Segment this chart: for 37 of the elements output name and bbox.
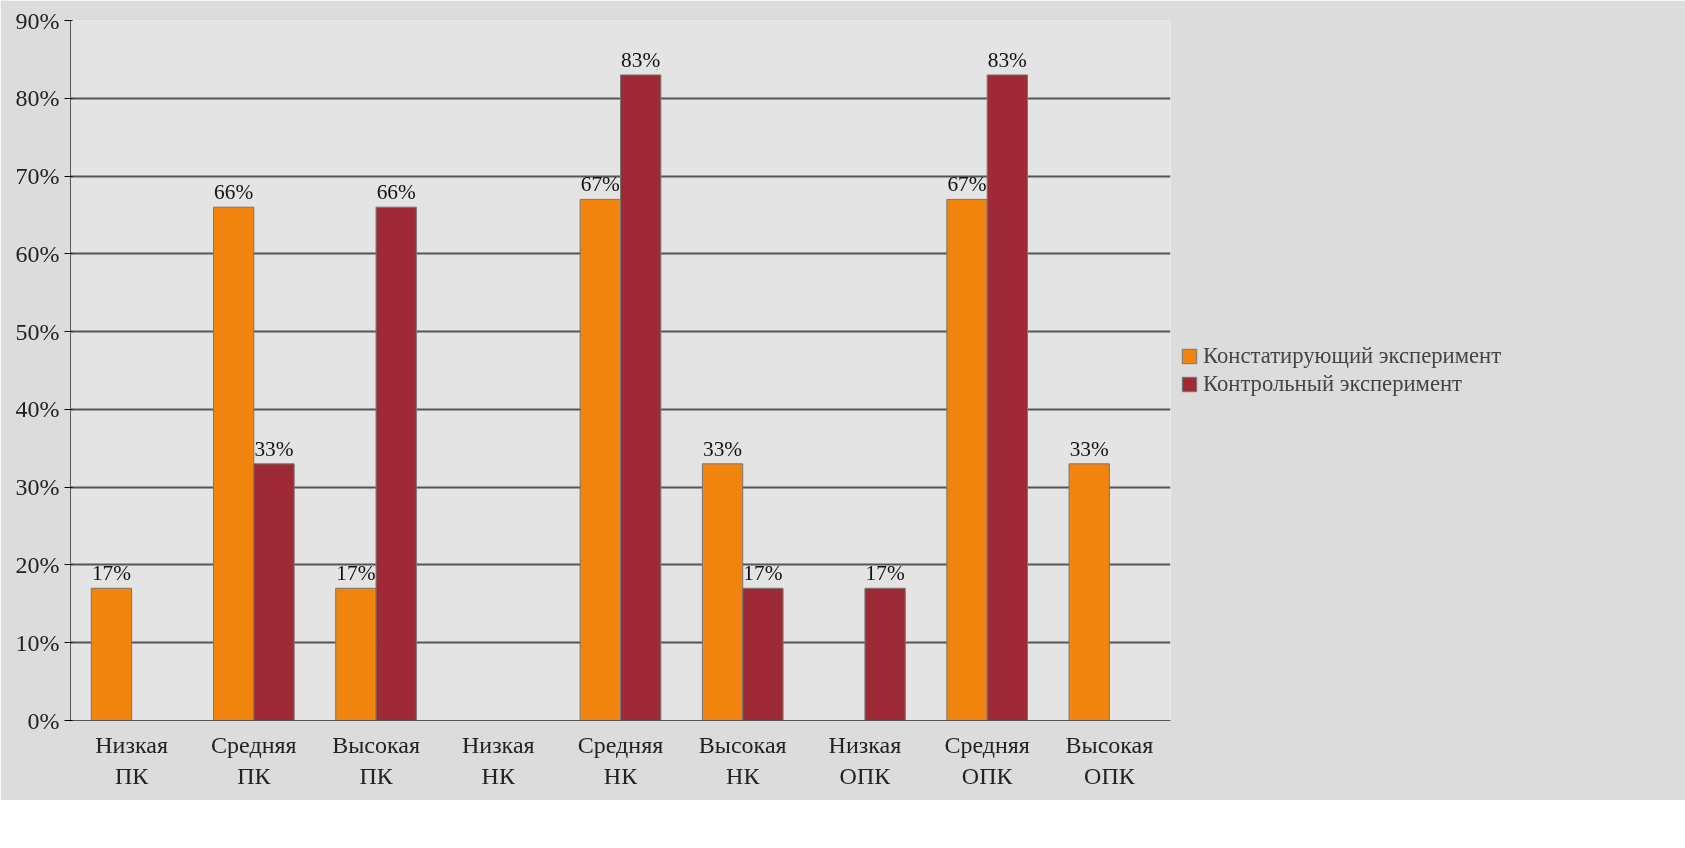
data-label: 33% — [254, 436, 294, 461]
y-tick-label: 60% — [15, 240, 60, 267]
bar — [1068, 463, 1110, 721]
y-tick-label: 50% — [15, 318, 60, 345]
x-tick-label: Низкая НК — [461, 731, 535, 789]
bar — [864, 587, 906, 721]
legend-label: Контрольный эксперимент — [1203, 371, 1463, 397]
data-label: 83% — [621, 47, 661, 72]
x-tick-label: Средняя ОПК — [944, 731, 1030, 789]
y-tick-label: 80% — [15, 85, 60, 112]
x-tick-label: Высокая НК — [698, 731, 787, 789]
data-label: 66% — [214, 180, 254, 205]
y-tick-label: 70% — [15, 163, 60, 190]
x-tick-label: Высокая ПК — [332, 731, 420, 789]
y-tick-label: 10% — [15, 629, 60, 656]
data-label: 33% — [1069, 436, 1109, 461]
data-label: 67% — [580, 172, 621, 197]
x-tick-label: Средняя НК — [577, 731, 664, 789]
x-tick-label: Высокая ОПК — [1065, 731, 1154, 789]
data-label: 17% — [865, 561, 905, 586]
data-label: 17% — [743, 561, 783, 586]
data-label: 83% — [987, 47, 1028, 72]
data-label: 33% — [703, 436, 743, 461]
data-label: 17% — [336, 561, 376, 586]
x-tick-label: Средняя ПК — [211, 731, 297, 789]
bar — [90, 587, 133, 721]
y-tick-label: 40% — [15, 396, 60, 423]
data-label: 67% — [947, 172, 987, 197]
legend-label: Констатирующий эксперимент — [1203, 343, 1502, 369]
y-tick-label: 20% — [15, 551, 60, 578]
x-tick-label: Низкая ПК — [95, 731, 168, 789]
y-tick-label: 30% — [15, 474, 60, 501]
data-label: 17% — [91, 561, 132, 586]
y-tick-label: 90% — [15, 7, 60, 34]
y-tick-label: 0% — [27, 707, 60, 734]
data-label: 66% — [376, 180, 416, 205]
x-tick-label: Низкая ОПК — [828, 731, 902, 789]
